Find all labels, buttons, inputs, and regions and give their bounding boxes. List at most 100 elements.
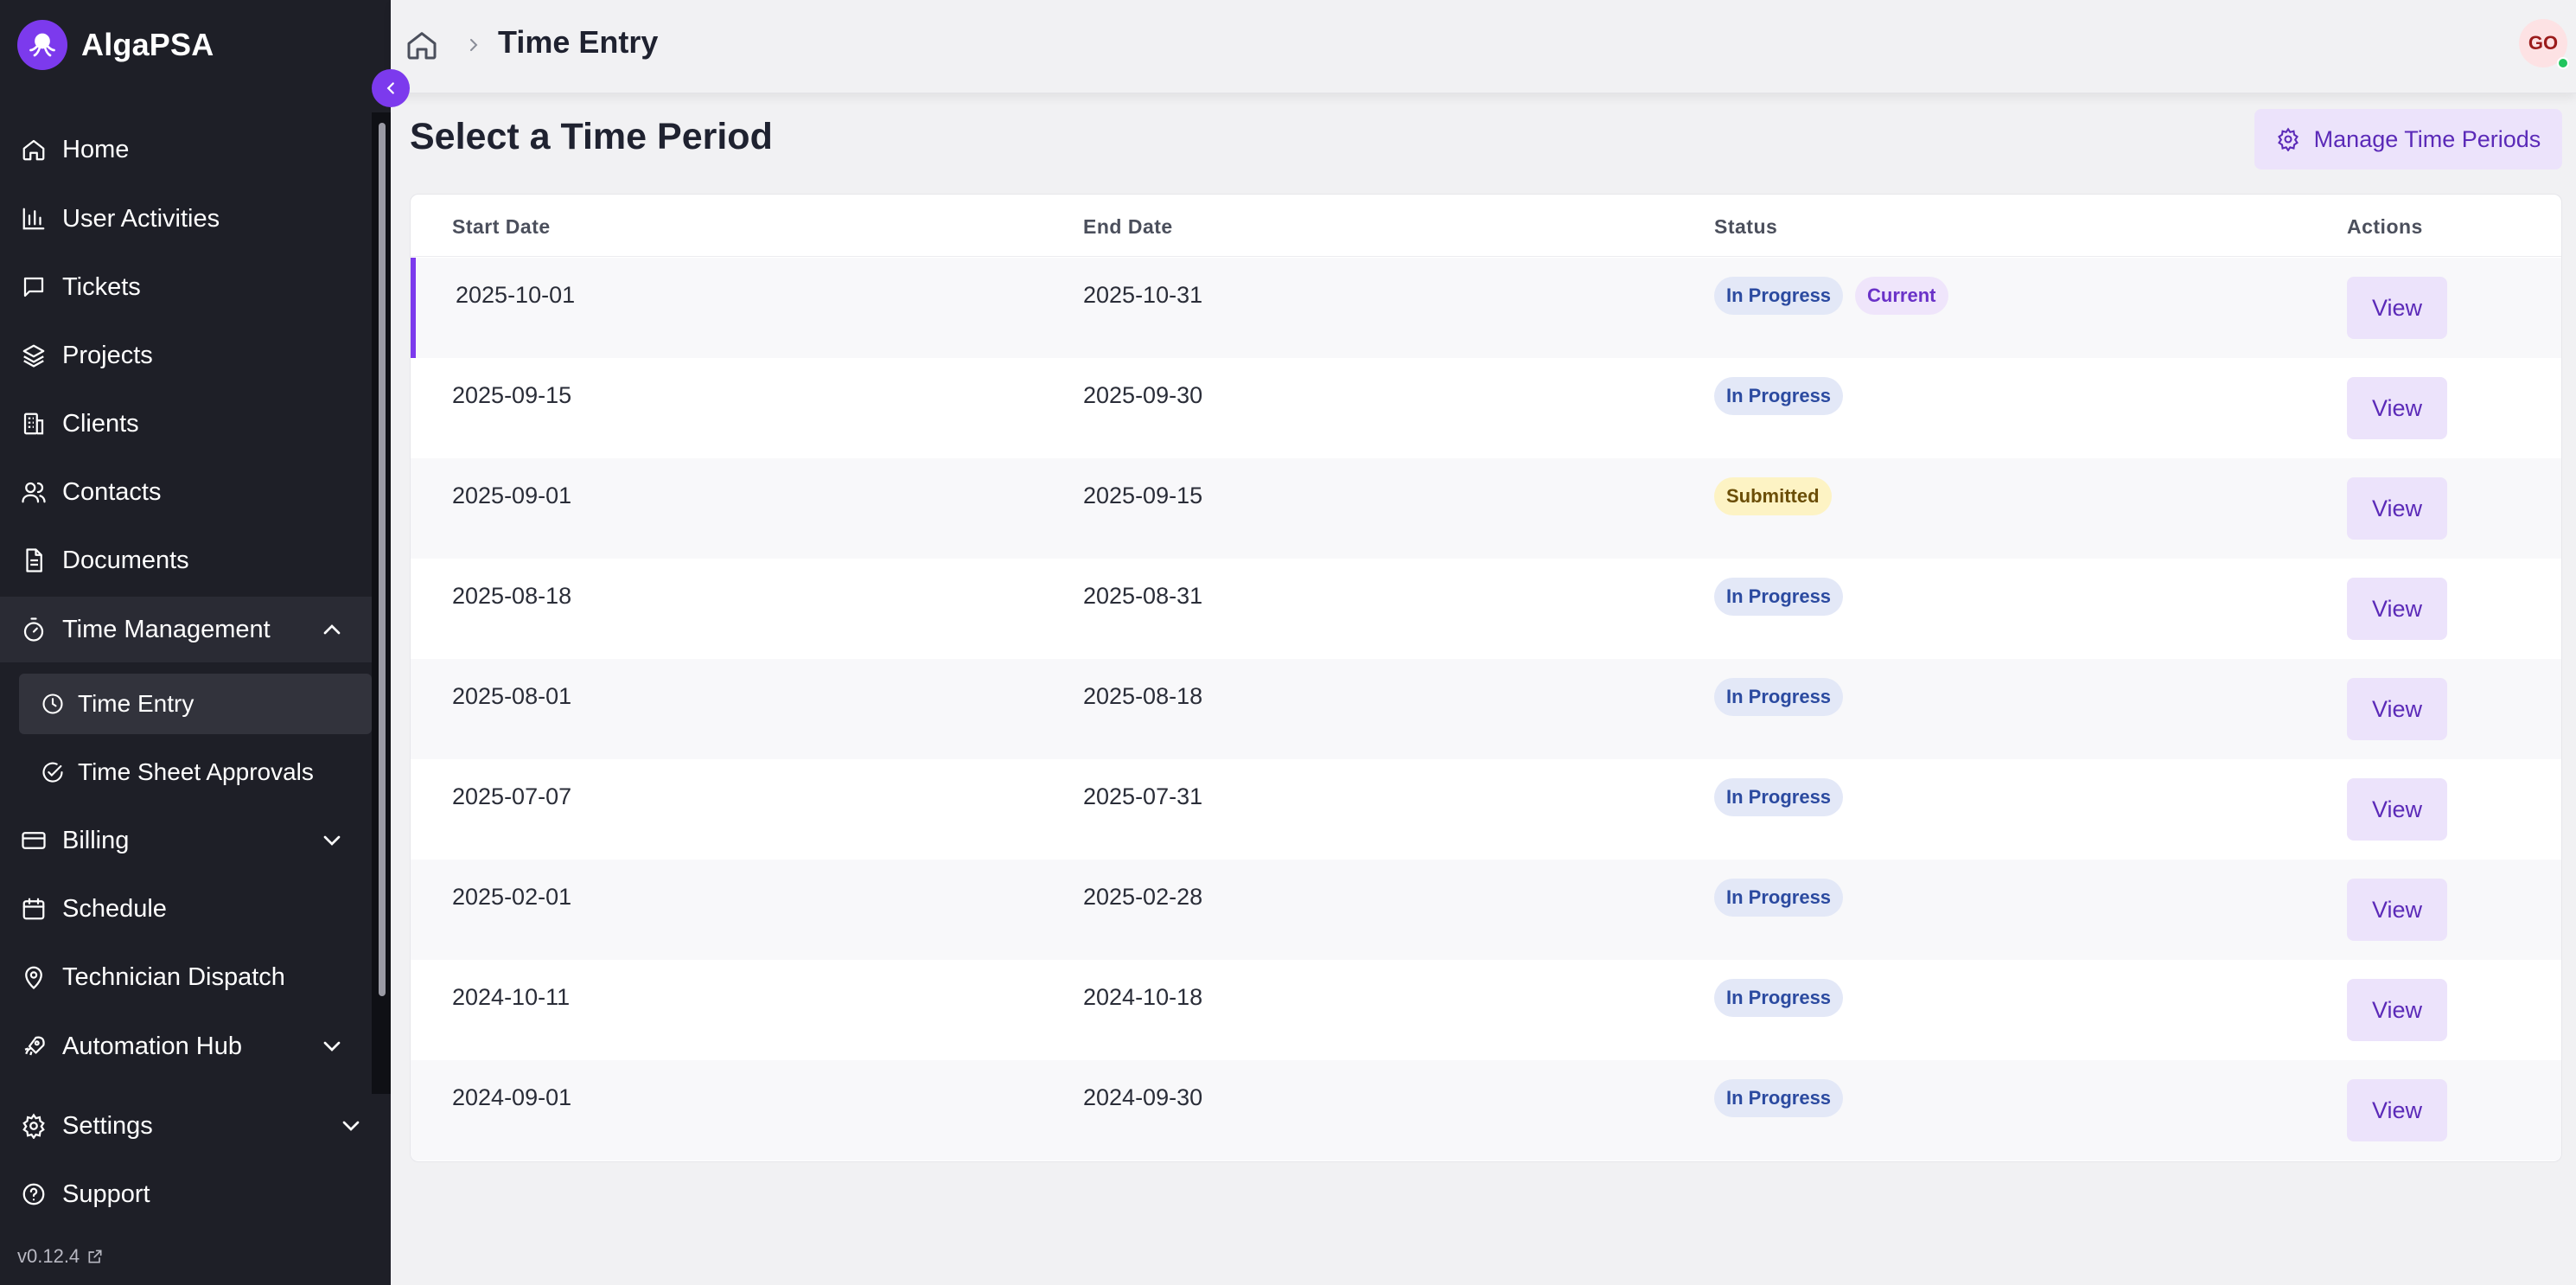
sidebar-item-label: Schedule <box>62 894 167 923</box>
app-name: AlgaPSA <box>81 27 214 62</box>
view-button[interactable]: View <box>2347 778 2447 841</box>
sidebar-item-label: Tickets <box>62 272 141 301</box>
sidebar-item-schedule[interactable]: Schedule <box>0 876 372 942</box>
view-button[interactable]: View <box>2347 477 2447 540</box>
sidebar-item-label: Documents <box>62 546 189 574</box>
sidebar-item-support[interactable]: Support <box>0 1161 372 1227</box>
column-header-end-date: End Date <box>1083 215 1173 238</box>
layers-icon <box>19 341 48 370</box>
credit-card-icon <box>19 826 48 855</box>
sidebar-item-label: Technician Dispatch <box>62 962 285 991</box>
section-title: Select a Time Period <box>410 116 773 157</box>
brand[interactable]: AlgaPSA <box>17 19 214 71</box>
status-cell: In Progress <box>1714 979 1855 1017</box>
collapse-sidebar-button[interactable] <box>372 69 410 107</box>
start-date-cell: 2025-09-01 <box>452 483 572 508</box>
start-date-cell: 2025-07-07 <box>452 783 572 809</box>
sidebar-item-clients[interactable]: Clients <box>0 391 372 457</box>
bar-chart-icon <box>19 204 48 233</box>
calendar-icon <box>19 894 48 924</box>
version-link[interactable]: v0.12.4 <box>17 1245 104 1268</box>
sidebar-item-contacts[interactable]: Contacts <box>0 459 372 525</box>
sidebar-item-label: Settings <box>62 1111 153 1140</box>
view-button[interactable]: View <box>2347 678 2447 740</box>
sidebar-item-automation-hub[interactable]: Automation Hub <box>0 1013 372 1079</box>
column-header-actions: Actions <box>2347 215 2423 238</box>
start-date-cell: 2025-08-01 <box>452 683 572 709</box>
view-button[interactable]: View <box>2347 979 2447 1041</box>
manage-time-periods-button[interactable]: Manage Time Periods <box>2254 109 2562 169</box>
status-badge: In Progress <box>1714 277 1844 315</box>
version-label: v0.12.4 <box>17 1245 80 1267</box>
status-badge: In Progress <box>1714 678 1844 716</box>
sidebar-item-billing[interactable]: Billing <box>0 808 372 873</box>
status-badge: In Progress <box>1714 1079 1844 1117</box>
home-icon[interactable] <box>405 28 439 62</box>
chevron-down-icon <box>323 1041 341 1052</box>
sidebar-item-projects[interactable]: Projects <box>0 323 372 388</box>
chevron-down-icon <box>342 1121 360 1131</box>
view-button[interactable]: View <box>2347 879 2447 941</box>
sidebar-item-time-management[interactable]: Time Management <box>0 597 372 662</box>
view-button[interactable]: View <box>2347 1079 2447 1141</box>
status-cell: In Progress <box>1714 879 1855 917</box>
page-title: Time Entry <box>498 24 659 60</box>
table-row[interactable]: 2025-10-01 2025-10-31 In Progress Curren… <box>411 258 2561 358</box>
end-date-cell: 2025-07-31 <box>1083 783 1203 809</box>
table-row[interactable]: 2024-10-11 2024-10-18 In Progress View <box>411 960 2561 1060</box>
status-cell: In Progress <box>1714 377 1855 415</box>
chevron-down-icon <box>323 835 341 846</box>
chevron-right-icon <box>470 39 478 51</box>
start-date-cell: 2025-10-01 <box>456 282 576 308</box>
sidebar-item-time-entry[interactable]: Time Entry <box>19 674 372 734</box>
table-row[interactable]: 2025-08-01 2025-08-18 In Progress View <box>411 659 2561 759</box>
table-header: Start Date End Date Status Actions <box>411 195 2561 257</box>
online-status-dot <box>2557 57 2569 69</box>
sidebar-item-tickets[interactable]: Tickets <box>0 254 372 320</box>
sidebar-item-label: User Activities <box>62 204 220 233</box>
view-button[interactable]: View <box>2347 277 2447 339</box>
start-date-cell: 2025-02-01 <box>452 884 572 910</box>
sidebar-item-technician-dispatch[interactable]: Technician Dispatch <box>0 944 372 1010</box>
sidebar-item-home[interactable]: Home <box>0 117 372 182</box>
sidebar-item-documents[interactable]: Documents <box>0 527 372 593</box>
status-cell: In Progress <box>1714 578 1855 616</box>
sidebar-item-time-sheet-approvals[interactable]: Time Sheet Approvals <box>19 742 372 802</box>
status-cell: Submitted <box>1714 477 1844 515</box>
end-date-cell: 2024-09-30 <box>1083 1084 1203 1110</box>
sidebar-item-label: Support <box>62 1180 150 1208</box>
status-badge: In Progress <box>1714 979 1844 1017</box>
table-row[interactable]: 2024-09-01 2024-09-30 In Progress View <box>411 1060 2561 1160</box>
start-date-cell: 2024-10-11 <box>452 984 571 1010</box>
sidebar-item-settings[interactable]: Settings <box>0 1093 391 1159</box>
sidebar-scrollbar[interactable] <box>379 123 386 996</box>
view-button[interactable]: View <box>2347 578 2447 640</box>
timer-icon <box>19 615 48 644</box>
check-circle-icon <box>40 759 66 785</box>
clock-icon <box>40 691 66 717</box>
table-row[interactable]: 2025-09-01 2025-09-15 Submitted View <box>411 458 2561 559</box>
start-date-cell: 2025-08-18 <box>452 583 572 609</box>
sidebar-item-user-activities[interactable]: User Activities <box>0 186 372 252</box>
sidebar-item-label: Time Entry <box>78 690 194 717</box>
view-button[interactable]: View <box>2347 377 2447 439</box>
end-date-cell: 2025-09-30 <box>1083 382 1203 408</box>
sidebar: AlgaPSA Home User Activities Tickets <box>0 0 391 1285</box>
rocket-icon <box>19 1032 48 1061</box>
table-row[interactable]: 2025-02-01 2025-02-28 In Progress View <box>411 860 2561 960</box>
table-row[interactable]: 2025-07-07 2025-07-31 In Progress View <box>411 759 2561 860</box>
column-header-status: Status <box>1714 215 1778 238</box>
building-icon <box>19 409 48 438</box>
map-pin-icon <box>19 962 48 992</box>
sidebar-item-label: Automation Hub <box>62 1032 242 1060</box>
chevron-up-icon <box>323 624 341 635</box>
table-row[interactable]: 2025-09-15 2025-09-30 In Progress View <box>411 358 2561 458</box>
table-row[interactable]: 2025-08-18 2025-08-31 In Progress View <box>411 559 2561 659</box>
status-badge: Submitted <box>1714 477 1832 515</box>
column-header-start-date: Start Date <box>452 215 551 238</box>
end-date-cell: 2025-08-18 <box>1083 683 1203 709</box>
end-date-cell: 2025-10-31 <box>1083 282 1203 308</box>
avatar[interactable]: GO <box>2519 19 2567 67</box>
end-date-cell: 2025-02-28 <box>1083 884 1203 910</box>
sidebar-item-label: Projects <box>62 341 153 369</box>
